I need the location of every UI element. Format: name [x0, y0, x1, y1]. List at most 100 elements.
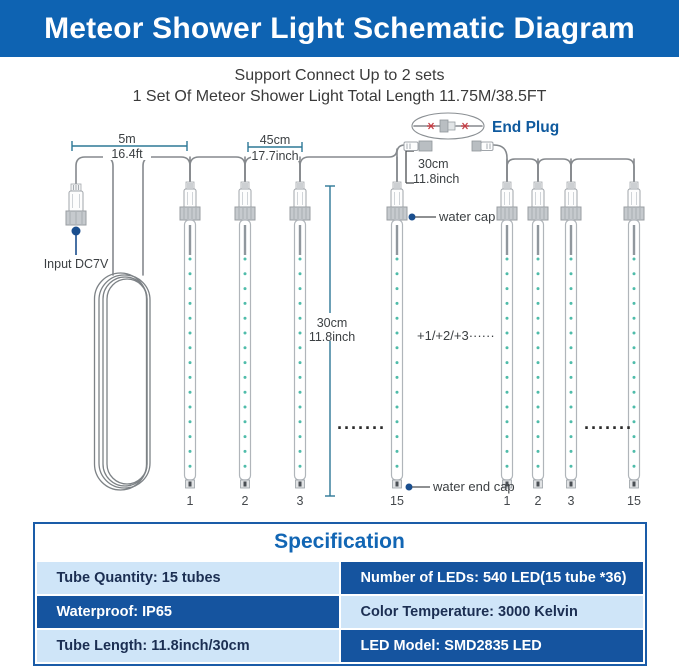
- led-dot: [505, 331, 509, 335]
- led-dot: [505, 390, 509, 394]
- water-cap: [234, 206, 256, 221]
- measure-30cm-imperial: 11.8inch: [309, 330, 355, 344]
- led-dot: [188, 464, 192, 468]
- led-dot: [243, 287, 247, 291]
- schematic-svg: Input DC7V 5m 16.4ft 45cm 17.7inch: [44, 112, 645, 508]
- led-dot: [569, 331, 573, 335]
- spec-table-body: Tube Quantity: 15 tubes Number of LEDs: 5…: [36, 562, 643, 662]
- spec-cell: Number of LEDs: 540 LED(15 tube *36): [340, 562, 643, 594]
- led-dot: [243, 464, 247, 468]
- water-cap: [289, 206, 311, 221]
- spec-table-row: Tube Quantity: 15 tubes Number of LEDs: 5…: [36, 562, 643, 594]
- led-dot: [569, 390, 573, 394]
- measure-45cm-imperial: 17.7inch: [251, 149, 298, 163]
- led-dot: [395, 361, 399, 365]
- tube-number: 1: [187, 494, 194, 508]
- water-cap: [496, 206, 518, 221]
- led-dot: [536, 420, 540, 424]
- power-input-plug: Input DC7V: [44, 183, 109, 271]
- led-dot: [298, 346, 302, 350]
- led-dot: [632, 435, 636, 439]
- led-dot: [188, 257, 192, 261]
- led-dot: [536, 375, 540, 379]
- tube-set1-15: 15: [386, 156, 408, 508]
- tube-set2-1: 1: [496, 158, 518, 508]
- led-dot: [632, 272, 636, 276]
- spec-cell: LED Model: SMD2835 LED: [340, 630, 643, 662]
- led-dot: [536, 257, 540, 261]
- led-dot: [569, 449, 573, 453]
- led-dot: [632, 420, 636, 424]
- spec-cell: Tube Length: 11.8inch/30cm: [36, 630, 339, 662]
- spec-table-row: Tube Length: 11.8inch/30cm LED Model: SMD…: [36, 630, 643, 662]
- led-dot: [632, 346, 636, 350]
- add-sets-label: +1/+2/+3······: [417, 328, 495, 343]
- measure-45cm: 45cm 17.7inch: [247, 133, 303, 163]
- ellipsis-left: ·······: [337, 418, 386, 438]
- led-dot: [188, 449, 192, 453]
- spec-cell: Tube Quantity: 15 tubes: [36, 562, 339, 594]
- led-dot: [298, 316, 302, 320]
- led-dot: [188, 331, 192, 335]
- measure-5m: 5m 16.4ft: [71, 132, 188, 161]
- led-dot: [505, 464, 509, 468]
- led-dot: [243, 316, 247, 320]
- input-marker-dot: [71, 226, 81, 236]
- tube-number: 2: [242, 494, 249, 508]
- led-dot: [243, 390, 247, 394]
- led-dot: [243, 449, 247, 453]
- led-dot: [536, 301, 540, 305]
- led-dot: [632, 405, 636, 409]
- water-cap: [179, 206, 201, 221]
- led-dot: [536, 390, 540, 394]
- led-dot: [395, 301, 399, 305]
- led-dot: [298, 449, 302, 453]
- led-dot: [395, 346, 399, 350]
- wiring-right-set: [489, 144, 635, 184]
- end-plug-detail: End Plug: [411, 112, 559, 140]
- led-dot: [505, 316, 509, 320]
- water-cap: [560, 206, 582, 221]
- tube-number: 2: [535, 494, 542, 508]
- led-dot: [536, 287, 540, 291]
- led-dot: [505, 420, 509, 424]
- led-dot: [395, 390, 399, 394]
- led-dot: [395, 331, 399, 335]
- schematic-diagram: Input DC7V 5m 16.4ft 45cm 17.7inch: [0, 109, 679, 514]
- measure-drop-imperial: 11.8inch: [413, 172, 459, 186]
- led-dot: [243, 420, 247, 424]
- led-dot: [505, 287, 509, 291]
- water-end-cap-callout: water end cap: [405, 479, 515, 494]
- water-end-cap-label: water end cap: [432, 479, 515, 494]
- measure-30cm-metric: 30cm: [317, 316, 348, 330]
- water-cap-callout: water cap: [408, 209, 495, 224]
- led-dot: [298, 420, 302, 424]
- water-end-cap-dot: [405, 483, 413, 491]
- led-dot: [298, 375, 302, 379]
- tube-set1-3: 3: [289, 156, 311, 508]
- led-dot: [632, 375, 636, 379]
- spec-cell: Color Temperature: 3000 Kelvin: [340, 596, 643, 628]
- led-dot: [505, 375, 509, 379]
- led-dot: [569, 464, 573, 468]
- led-dot: [632, 464, 636, 468]
- led-dot: [505, 405, 509, 409]
- led-dot: [395, 257, 399, 261]
- set-connectors: [403, 140, 494, 152]
- tube-set1-2: 2: [234, 156, 256, 508]
- led-dot: [298, 435, 302, 439]
- led-dot: [505, 272, 509, 276]
- led-dot: [569, 316, 573, 320]
- led-dot: [243, 331, 247, 335]
- measure-drop-length: 30cm 11.8inch: [405, 150, 459, 186]
- led-dot: [536, 449, 540, 453]
- led-dot: [505, 361, 509, 365]
- led-dot: [298, 464, 302, 468]
- led-dot: [569, 435, 573, 439]
- led-dot: [188, 361, 192, 365]
- led-dot: [243, 346, 247, 350]
- tubes-layer: 1 2 3 15 1 2 3 15: [179, 156, 645, 508]
- led-dot: [188, 375, 192, 379]
- led-dot: [298, 287, 302, 291]
